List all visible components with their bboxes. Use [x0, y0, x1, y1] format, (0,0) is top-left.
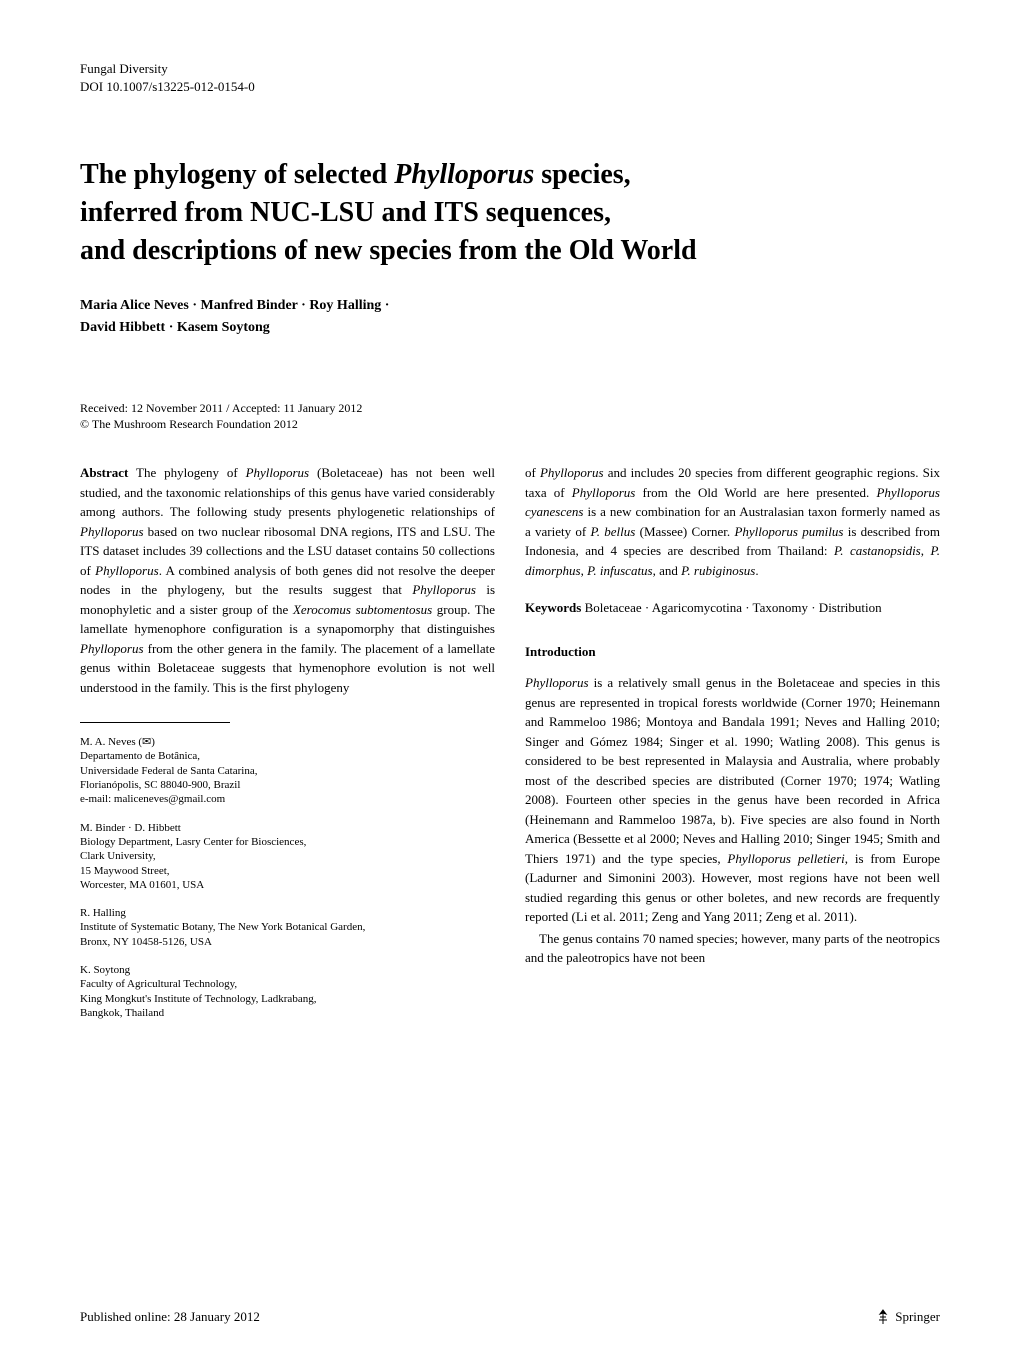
- abstract: Abstract The phylogeny of Phylloporus (B…: [80, 463, 495, 697]
- affil-name: K. Soytong: [80, 963, 495, 977]
- intro-p1: Phylloporus is a relatively small genus …: [525, 673, 940, 927]
- published-online: Published online: 28 January 2012: [80, 1309, 260, 1325]
- article-title: The phylogeny of selected Phylloporus sp…: [80, 156, 940, 269]
- affil-divider: [80, 722, 230, 723]
- left-column: Abstract The phylogeny of Phylloporus (B…: [80, 463, 495, 1034]
- abstract-continued: of Phylloporus and includes 20 species f…: [525, 463, 940, 580]
- author: Roy Halling: [309, 298, 381, 313]
- right-column: of Phylloporus and includes 20 species f…: [525, 463, 940, 1034]
- affil-name: R. Halling: [80, 906, 495, 920]
- author: Maria Alice Neves: [80, 298, 189, 313]
- journal-header: Fungal Diversity DOI 10.1007/s13225-012-…: [80, 60, 940, 96]
- affiliation: M. A. Neves (✉) Departamento de Botânica…: [80, 735, 495, 806]
- intro-heading: Introduction: [525, 642, 940, 662]
- article-dates: Received: 12 November 2011 / Accepted: 1…: [80, 400, 940, 434]
- copyright: © The Mushroom Research Foundation 2012: [80, 416, 940, 433]
- springer-icon: [875, 1309, 891, 1325]
- journal-name: Fungal Diversity: [80, 60, 940, 78]
- intro-p2: The genus contains 70 named species; how…: [525, 929, 940, 968]
- body-columns: Abstract The phylogeny of Phylloporus (B…: [80, 463, 940, 1034]
- publisher-logo: Springer: [875, 1309, 940, 1325]
- author-list: Maria Alice Neves · Manfred Binder · Roy…: [80, 295, 940, 340]
- page-footer: Published online: 28 January 2012 Spring…: [80, 1309, 940, 1325]
- author: Manfred Binder: [201, 298, 298, 313]
- affil-name: M. Binder · D. Hibbett: [80, 821, 495, 835]
- author: David Hibbett: [80, 320, 165, 335]
- affiliation: M. Binder · D. Hibbett Biology Departmen…: [80, 821, 495, 892]
- keywords-label: Keywords: [525, 600, 581, 615]
- affiliation: K. Soytong Faculty of Agricultural Techn…: [80, 963, 495, 1020]
- received-date: Received: 12 November 2011 / Accepted: 1…: [80, 400, 940, 417]
- journal-doi: DOI 10.1007/s13225-012-0154-0: [80, 78, 940, 96]
- publisher-name: Springer: [895, 1309, 940, 1325]
- abstract-label: Abstract: [80, 465, 128, 480]
- affil-name: M. A. Neves (✉): [80, 735, 495, 749]
- keywords: Keywords Boletaceae · Agaricomycotina · …: [525, 598, 940, 618]
- author: Kasem Soytong: [177, 320, 270, 335]
- affiliation: R. Halling Institute of Systematic Botan…: [80, 906, 495, 949]
